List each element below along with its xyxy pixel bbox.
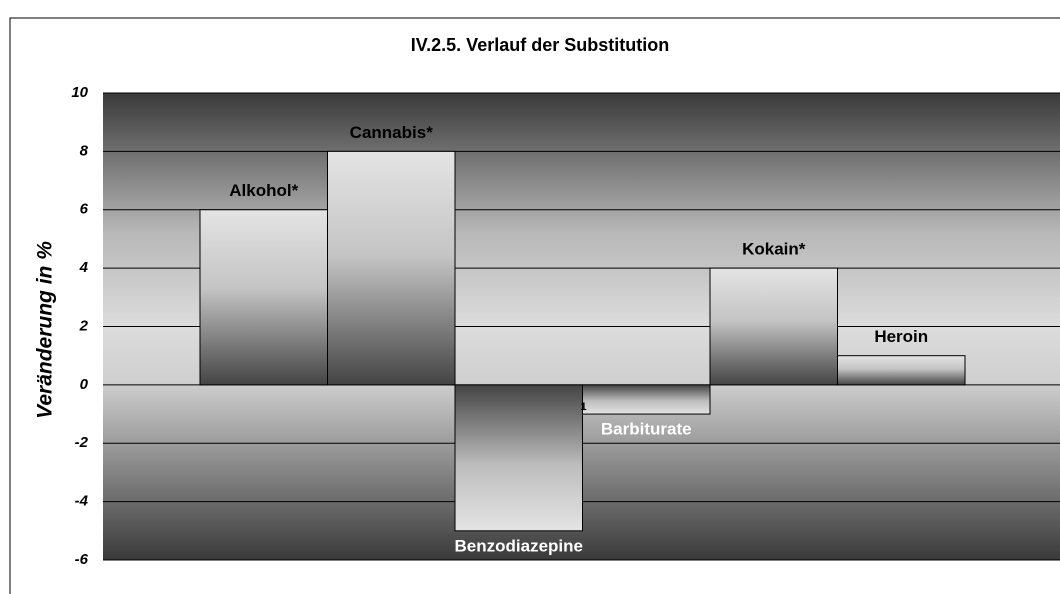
bar-label: Benzodiazepine — [455, 536, 583, 555]
y-tick-label: -4 — [75, 493, 89, 510]
bar-label: Kokain* — [742, 240, 806, 259]
bar-label: Heroin — [874, 327, 928, 346]
y-axis-title: Veränderung in % — [34, 241, 57, 419]
bar-label: Barbiturate — [601, 420, 692, 439]
y-tick-label: -6 — [75, 551, 89, 568]
y-tick-label: 4 — [79, 259, 89, 276]
y-tick-label: 2 — [79, 317, 89, 334]
y-tick-label: 0 — [80, 376, 89, 393]
y-tick-label: 8 — [80, 142, 89, 159]
y-tick-label: 6 — [80, 201, 89, 218]
y-tick-label: -2 — [75, 434, 89, 451]
bar — [582, 384, 711, 415]
bar — [454, 384, 583, 532]
bar — [327, 150, 456, 386]
annotation: 1 — [581, 401, 587, 413]
y-tick-label: 10 — [71, 84, 88, 101]
bar — [199, 209, 328, 386]
chart-title: IV.2.5. Verlauf der Substitution — [411, 35, 669, 55]
bar — [709, 267, 838, 386]
bar-label: Cannabis* — [350, 123, 434, 142]
bar — [837, 355, 966, 386]
bar-label: Alkohol* — [229, 181, 298, 200]
